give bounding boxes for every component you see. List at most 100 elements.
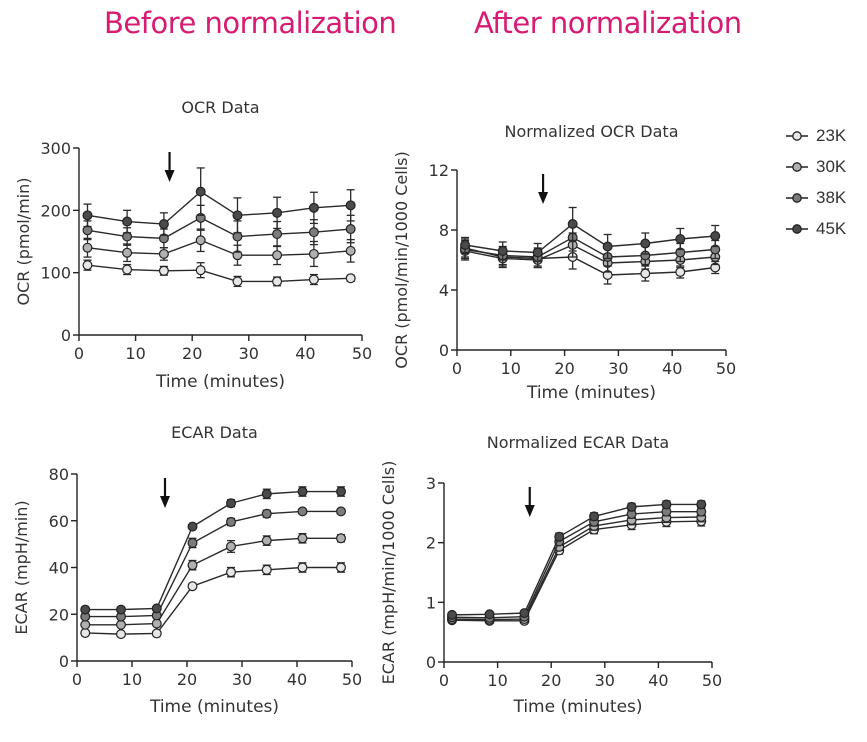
y-tick-label: 0 — [426, 653, 436, 672]
data-point — [272, 229, 283, 240]
x-tick-label: 10 — [487, 671, 507, 690]
x-tick-label: 0 — [74, 344, 84, 363]
series-38k — [80, 506, 347, 622]
x-axis-label: Time (minutes) — [526, 383, 656, 403]
data-point — [675, 267, 686, 278]
series-45k — [460, 206, 721, 263]
legend-item-45k: 45K — [786, 213, 846, 244]
legend: 23K 30K 38K 45K — [786, 120, 846, 244]
data-point — [158, 248, 169, 259]
data-point — [122, 247, 133, 258]
data-point — [532, 247, 543, 258]
series-line — [87, 190, 351, 225]
before-normalization-heading: Before normalization — [104, 6, 397, 40]
legend-label: 38K — [816, 187, 847, 207]
data-point — [82, 242, 93, 253]
y-tick-label: 60 — [49, 512, 69, 531]
x-axis-label: Time (minutes) — [512, 697, 642, 717]
series-45k — [447, 499, 707, 620]
data-point — [308, 202, 319, 213]
data-point — [345, 224, 356, 235]
data-point — [226, 498, 237, 509]
data-point — [261, 508, 272, 519]
injection-arrow-head — [524, 505, 535, 517]
legend-marker-icon — [786, 192, 808, 203]
data-point — [696, 499, 707, 510]
series-line — [85, 537, 341, 626]
data-point — [336, 506, 347, 517]
series-45k — [80, 486, 347, 615]
data-point — [297, 562, 308, 573]
data-point — [226, 567, 237, 578]
x-tick-label: 10 — [125, 344, 145, 363]
x-axis-label: Time (minutes) — [149, 697, 279, 717]
data-point — [336, 533, 347, 544]
data-point — [345, 245, 356, 256]
data-point — [297, 533, 308, 544]
data-point — [345, 200, 356, 211]
legend-label: 45K — [816, 218, 847, 238]
data-point — [187, 521, 198, 532]
x-tick-label: 30 — [239, 344, 259, 363]
x-tick-label: 10 — [122, 670, 142, 689]
legend-item-30k: 30K — [786, 151, 846, 182]
data-point — [195, 186, 206, 197]
data-point — [336, 486, 347, 497]
data-point — [460, 240, 471, 251]
data-point — [272, 276, 283, 287]
data-point — [187, 581, 198, 592]
series-30k — [82, 228, 356, 268]
series-23k — [82, 259, 356, 288]
data-point — [261, 535, 272, 546]
series-line — [464, 247, 716, 276]
y-tick-label: 0 — [59, 652, 69, 671]
series-line — [87, 264, 351, 283]
data-point — [226, 541, 237, 552]
data-point — [82, 225, 93, 236]
legend-marker-icon — [786, 130, 808, 141]
series-30k — [80, 532, 347, 630]
data-point — [82, 210, 93, 221]
data-point — [261, 564, 272, 575]
y-tick-label: 2 — [426, 534, 436, 553]
y-tick-label: 20 — [49, 605, 69, 624]
injection-arrow-head — [164, 170, 175, 182]
series-line — [87, 239, 351, 256]
data-point — [232, 276, 243, 287]
data-point — [484, 609, 495, 620]
data-point — [151, 603, 162, 614]
y-axis-label: OCR (pmol/min) — [14, 178, 33, 306]
series-line — [85, 490, 341, 611]
data-point — [336, 562, 347, 573]
after-normalization-heading: After normalization — [474, 6, 742, 40]
data-point — [158, 265, 169, 276]
y-tick-label: 100 — [40, 264, 71, 283]
data-point — [661, 499, 672, 510]
y-tick-label: 0 — [61, 326, 71, 345]
x-tick-label: 0 — [439, 671, 449, 690]
x-tick-label: 50 — [702, 671, 722, 690]
x-tick-label: 20 — [182, 344, 202, 363]
legend-label: 23K — [816, 125, 847, 145]
data-point — [308, 274, 319, 285]
data-point — [297, 506, 308, 517]
series-30k — [447, 511, 707, 625]
data-point — [640, 238, 651, 249]
series-line — [452, 520, 702, 622]
data-point — [122, 216, 133, 227]
series-line — [85, 510, 341, 618]
series-line — [452, 516, 702, 621]
y-tick-label: 1 — [426, 593, 436, 612]
legend-item-38k: 38K — [786, 182, 846, 213]
data-point — [115, 619, 126, 630]
x-tick-label: 40 — [662, 359, 682, 378]
y-tick-label: 8 — [439, 221, 449, 240]
injection-arrow-head — [160, 496, 170, 508]
y-tick-label: 0 — [439, 341, 449, 360]
data-point — [272, 207, 283, 218]
series-line — [464, 244, 716, 264]
data-point — [195, 235, 206, 246]
chart-title: Normalized ECAR Data — [487, 433, 669, 452]
